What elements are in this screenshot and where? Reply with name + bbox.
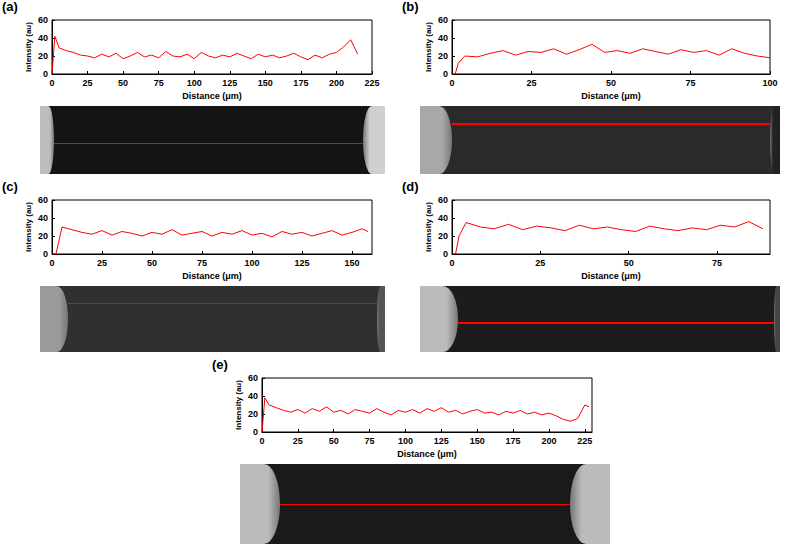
- svg-text:225: 225: [364, 78, 379, 88]
- svg-text:100: 100: [187, 78, 202, 88]
- svg-text:50: 50: [329, 436, 339, 446]
- svg-text:0: 0: [49, 78, 54, 88]
- svg-text:0: 0: [449, 78, 454, 88]
- svg-text:20: 20: [438, 231, 448, 241]
- svg-text:40: 40: [38, 213, 48, 223]
- svg-text:0: 0: [43, 69, 48, 79]
- svg-text:60: 60: [248, 373, 258, 383]
- svg-text:60: 60: [38, 195, 48, 205]
- svg-text:75: 75: [197, 258, 207, 268]
- svg-text:150: 150: [344, 258, 359, 268]
- svg-text:0: 0: [253, 427, 258, 437]
- svg-text:Distance (μm): Distance (μm): [581, 91, 641, 101]
- svg-text:25: 25: [526, 78, 536, 88]
- svg-text:Distance (μm): Distance (μm): [581, 271, 641, 281]
- svg-text:25: 25: [535, 258, 545, 268]
- svg-text:100: 100: [398, 436, 413, 446]
- svg-text:(a): (a): [2, 0, 18, 14]
- svg-text:225: 225: [577, 436, 592, 446]
- svg-text:Intensity (au): Intensity (au): [424, 202, 433, 252]
- svg-text:75: 75: [154, 78, 164, 88]
- svg-text:0: 0: [259, 436, 264, 446]
- svg-text:50: 50: [606, 78, 616, 88]
- svg-text:0: 0: [443, 249, 448, 259]
- svg-text:25: 25: [83, 78, 93, 88]
- svg-text:20: 20: [38, 51, 48, 61]
- svg-text:60: 60: [438, 15, 448, 25]
- svg-text:125: 125: [294, 258, 309, 268]
- svg-text:60: 60: [38, 15, 48, 25]
- svg-text:(d): (d): [402, 179, 419, 194]
- svg-text:175: 175: [506, 436, 521, 446]
- svg-text:60: 60: [438, 195, 448, 205]
- svg-text:100: 100: [244, 258, 259, 268]
- svg-text:Intensity (au): Intensity (au): [234, 380, 243, 430]
- svg-text:75: 75: [685, 78, 695, 88]
- svg-text:125: 125: [434, 436, 449, 446]
- svg-text:(b): (b): [402, 0, 419, 14]
- svg-text:40: 40: [438, 33, 448, 43]
- svg-text:200: 200: [329, 78, 344, 88]
- svg-text:Intensity (au): Intensity (au): [424, 22, 433, 72]
- svg-text:50: 50: [147, 258, 157, 268]
- svg-text:175: 175: [293, 78, 308, 88]
- svg-text:Distance (μm): Distance (μm): [182, 271, 242, 281]
- svg-text:125: 125: [222, 78, 237, 88]
- svg-text:0: 0: [443, 69, 448, 79]
- svg-text:50: 50: [624, 258, 634, 268]
- svg-text:20: 20: [438, 51, 448, 61]
- svg-text:150: 150: [470, 436, 485, 446]
- svg-text:50: 50: [118, 78, 128, 88]
- svg-text:150: 150: [258, 78, 273, 88]
- svg-text:0: 0: [43, 249, 48, 259]
- svg-text:25: 25: [293, 436, 303, 446]
- svg-text:(c): (c): [2, 179, 18, 194]
- svg-text:20: 20: [248, 409, 258, 419]
- svg-text:40: 40: [248, 391, 258, 401]
- svg-text:(e): (e): [212, 357, 228, 372]
- svg-text:Intensity (au): Intensity (au): [24, 22, 33, 72]
- svg-text:75: 75: [365, 436, 375, 446]
- svg-text:40: 40: [438, 213, 448, 223]
- svg-text:200: 200: [541, 436, 556, 446]
- svg-text:Distance (μm): Distance (μm): [397, 449, 457, 459]
- svg-text:25: 25: [97, 258, 107, 268]
- svg-text:0: 0: [449, 258, 454, 268]
- svg-text:20: 20: [38, 231, 48, 241]
- svg-text:Intensity (au): Intensity (au): [24, 202, 33, 252]
- svg-text:75: 75: [712, 258, 722, 268]
- svg-text:0: 0: [49, 258, 54, 268]
- svg-text:40: 40: [38, 33, 48, 43]
- svg-text:Distance (μm): Distance (μm): [182, 91, 242, 101]
- svg-text:100: 100: [762, 78, 777, 88]
